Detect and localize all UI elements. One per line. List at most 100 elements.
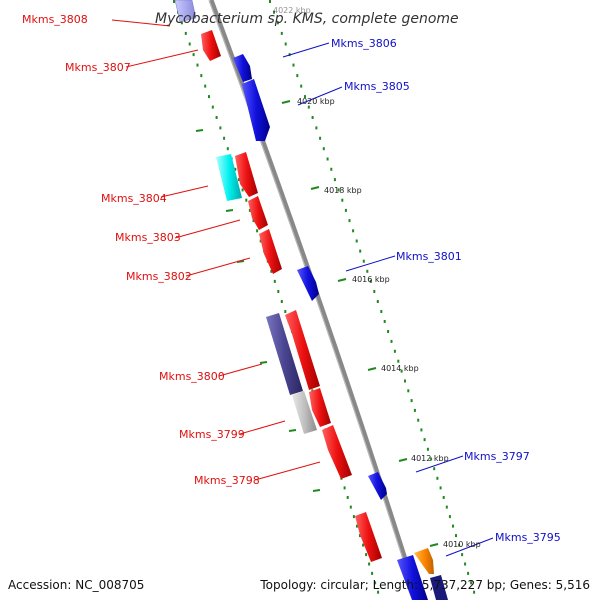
left-track-dot	[234, 167, 237, 171]
gene-block-3800-purple	[266, 313, 303, 395]
right-track-dot	[380, 310, 383, 313]
right-track-dot	[436, 476, 439, 480]
right-track-dot	[445, 505, 448, 509]
tick-label-4018: 4018 kbp	[324, 186, 362, 195]
left-track-dot	[215, 116, 218, 119]
left-track-dot	[374, 581, 377, 585]
gene-block-red-c	[309, 388, 331, 427]
gene-block-red-a	[235, 152, 258, 197]
tick-marks	[195, 100, 439, 547]
right-track-dot	[433, 467, 436, 471]
right-track-dot	[348, 219, 351, 223]
tick-label-4016: 4016 kbp	[352, 275, 390, 284]
right-track-dot	[397, 359, 400, 363]
left-track-dot	[365, 553, 368, 557]
right-track-dot	[341, 198, 344, 202]
left-track-dot	[188, 42, 191, 46]
gene-block-red-b	[285, 310, 320, 390]
left-track-dot	[343, 486, 346, 490]
right-track-dot	[284, 42, 287, 46]
left-track-dot	[252, 219, 255, 223]
left-track-dot	[311, 389, 314, 393]
gene-block-3802	[259, 229, 282, 274]
left-track-dot	[204, 84, 207, 88]
gene-features	[174, 0, 382, 562]
right-track-dot	[426, 447, 429, 451]
gene-block-3804	[216, 154, 242, 201]
gene-block-3795	[397, 555, 428, 600]
right-track-dot	[467, 571, 470, 575]
right-track-dot	[455, 534, 457, 538]
left-track-dot	[248, 208, 251, 212]
left-track-dot	[241, 188, 244, 192]
right-track-dot	[387, 330, 390, 333]
left-track-dot	[219, 126, 222, 130]
right-track-dot	[366, 269, 369, 273]
left-track-dot	[346, 496, 349, 499]
right-track-dot	[304, 95, 306, 99]
right-track-dot	[404, 379, 406, 383]
left-track-dot	[356, 524, 358, 528]
right-track-dot	[333, 178, 336, 182]
tick-label-4020: 4020 kbp	[297, 97, 335, 106]
right-track-dot	[273, 10, 275, 14]
right-track-dot	[390, 339, 393, 343]
left-track-dot	[256, 229, 259, 233]
gene-features-reverse	[233, 54, 448, 600]
gene-labels: Mkms_3808 Mkms_3807 Mkms_3806 Mkms_3805 …	[22, 13, 561, 544]
right-track-dot	[376, 300, 379, 303]
right-track-dot	[330, 167, 333, 171]
gene-block-red-d	[355, 512, 382, 562]
left-track-dot	[200, 74, 203, 78]
left-track-dot	[349, 505, 352, 509]
left-track-dot	[368, 562, 371, 566]
right-track-dot	[352, 229, 355, 233]
accession-label: Accession: NC_008705	[8, 578, 145, 592]
left-track-dot	[196, 63, 199, 67]
right-track-dot	[307, 105, 310, 109]
gene-label-mkms-3797: Mkms_3797	[464, 450, 530, 463]
right-track-dot	[280, 31, 283, 35]
gene-block-top-lavender	[174, 0, 197, 23]
right-track-dot	[458, 543, 461, 547]
left-track-dot	[259, 239, 262, 243]
tick-label-4012: 4012 kbp	[411, 454, 449, 463]
left-track-dot	[184, 31, 187, 35]
right-track-dot	[417, 418, 420, 422]
right-track-dot	[464, 562, 467, 566]
dotted-tracks	[173, 0, 476, 594]
right-track-dot	[393, 349, 396, 353]
right-track-dot	[300, 84, 303, 88]
leader-lines	[111, 19, 494, 557]
right-track-dot	[292, 63, 295, 67]
right-track-dot	[326, 157, 329, 161]
right-track-dot	[470, 581, 473, 585]
left-track-dot	[280, 300, 283, 303]
gene-label-mkms-3808: Mkms_3808	[22, 13, 88, 26]
right-track-dot	[344, 208, 347, 212]
right-track-dot	[400, 369, 403, 373]
right-track-dot	[373, 290, 376, 293]
gene-block-orange	[414, 548, 434, 574]
left-track-dot	[192, 53, 195, 57]
left-track-dot	[371, 571, 374, 575]
right-track-dot	[452, 524, 454, 528]
position-labels: 4022 kbp 4020 kbp 4018 kbp 4016 kbp 4014…	[273, 6, 481, 549]
right-track-dot	[439, 486, 442, 490]
right-track-dot	[355, 239, 358, 243]
right-track-dot	[276, 21, 279, 25]
left-track-dot	[270, 269, 273, 273]
right-track-dot	[420, 428, 423, 432]
left-track-dot	[226, 147, 229, 151]
right-track-dot	[322, 147, 325, 151]
right-track-dot	[442, 496, 445, 499]
left-track-dot	[352, 515, 355, 519]
left-track-dot	[362, 543, 365, 547]
right-track-dot	[461, 553, 464, 557]
gene-label-mkms-3795: Mkms_3795	[495, 531, 561, 544]
gene-label-mkms-3807: Mkms_3807	[65, 61, 131, 74]
gene-block-3798	[322, 425, 352, 479]
right-track-dot	[407, 389, 410, 393]
left-track-dot	[173, 0, 175, 3]
